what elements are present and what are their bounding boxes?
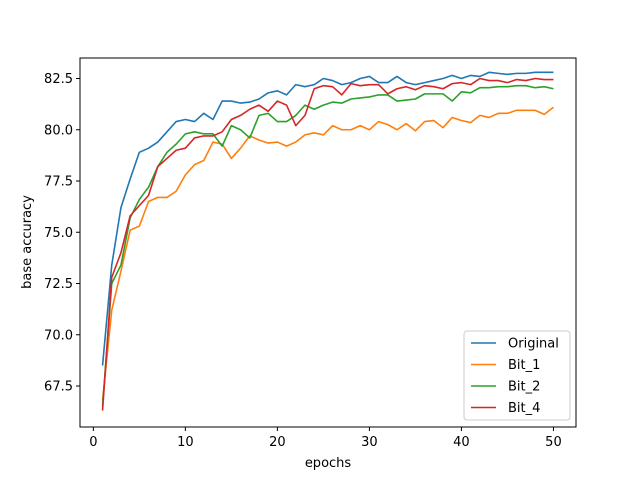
x-tick-label: 0 bbox=[89, 435, 97, 450]
legend-frame bbox=[463, 330, 571, 421]
series-line-original bbox=[101, 71, 554, 366]
series-line-bit-4 bbox=[101, 77, 554, 411]
y-axis: 67.5 70.0 72.5 75.0 77.5 80.0 82.5 bbox=[44, 72, 80, 395]
y-tick-label: 70.0 bbox=[44, 328, 73, 343]
x-tick-label: 10 bbox=[177, 435, 194, 450]
y-tick-label: 72.5 bbox=[44, 277, 73, 292]
y-tick-label: 82.5 bbox=[44, 72, 73, 87]
y-axis-label: base accuracy bbox=[20, 195, 35, 289]
series-line-bit-2 bbox=[101, 84, 554, 407]
legend-label: Bit_1 bbox=[508, 358, 540, 373]
legend: Original Bit_1 Bit_2 Bit_4 bbox=[463, 330, 571, 421]
plot-frame bbox=[79, 57, 577, 428]
x-axis-label: epochs bbox=[305, 456, 352, 471]
series-line-bit-1 bbox=[101, 106, 554, 401]
y-tick-label: 67.5 bbox=[44, 380, 73, 395]
x-tick-label: 40 bbox=[453, 435, 470, 450]
x-tick-label: 20 bbox=[269, 435, 286, 450]
legend-label: Bit_4 bbox=[508, 401, 540, 416]
y-tick-label: 80.0 bbox=[44, 123, 73, 138]
x-tick-label: 50 bbox=[545, 435, 562, 450]
x-axis: 0 10 20 30 40 50 bbox=[89, 427, 562, 450]
series-layer bbox=[101, 71, 554, 411]
legend-label: Original bbox=[508, 337, 559, 352]
y-tick-label: 75.0 bbox=[44, 226, 73, 241]
legend-label: Bit_2 bbox=[508, 380, 540, 395]
x-tick-label: 30 bbox=[361, 435, 378, 450]
y-tick-label: 77.5 bbox=[44, 175, 73, 190]
